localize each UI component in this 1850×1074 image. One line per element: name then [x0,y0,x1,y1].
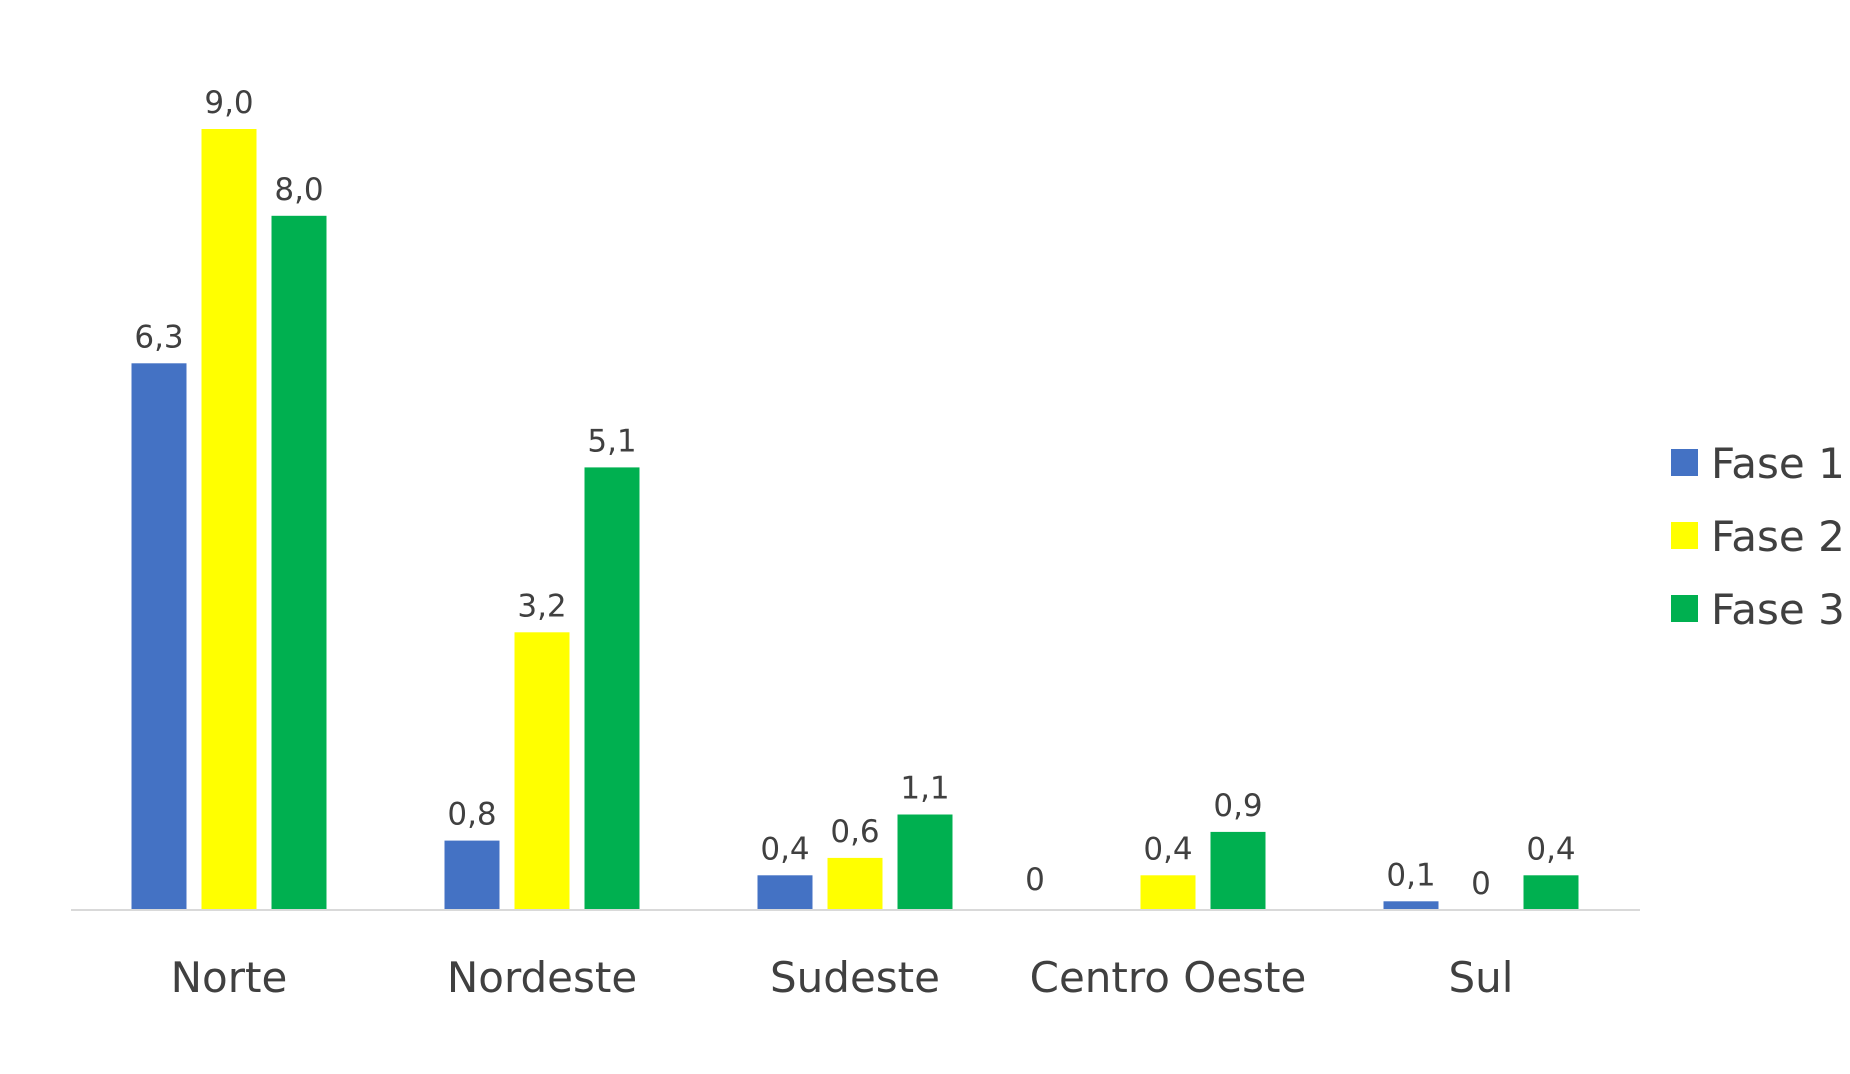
data-label-sul-fase-2: 0 [1471,866,1491,902]
data-label-sul-fase-1: 0,1 [1386,857,1435,893]
data-label-sul-fase-3: 0,4 [1526,831,1575,867]
category-label-sul: Sul [1449,953,1514,1002]
bar-norte-fase-2 [201,129,257,910]
legend: Fase 1 Fase 2 Fase 3 [1671,439,1845,634]
bar-nordeste-fase-2 [514,632,570,910]
legend-swatch-fase-3 [1671,595,1698,622]
data-label-sudeste-fase-1: 0,4 [760,831,809,867]
legend-swatch-fase-2 [1671,522,1698,549]
data-label-centro-oeste-fase-2: 0,4 [1143,831,1192,867]
category-label-nordeste: Nordeste [447,953,637,1002]
data-label-sudeste-fase-3: 1,1 [900,771,949,807]
legend-label-fase-2: Fase 2 [1711,512,1845,561]
bar-sul-fase-3 [1523,875,1579,910]
legend-label-fase-3: Fase 3 [1711,585,1845,634]
bar-nordeste-fase-1 [444,840,500,910]
bar-sudeste-fase-1 [757,875,813,910]
legend-label-fase-1: Fase 1 [1711,439,1845,488]
bar-nordeste-fase-3 [584,467,640,910]
data-label-norte-fase-1: 6,3 [134,319,183,355]
data-label-centro-oeste-fase-3: 0,9 [1213,788,1262,824]
data-label-nordeste-fase-2: 3,2 [517,588,566,624]
bars-layer [131,129,1579,911]
bar-sudeste-fase-3 [897,814,953,910]
data-label-norte-fase-2: 9,0 [204,85,253,121]
bar-sudeste-fase-2 [827,857,883,910]
data-label-norte-fase-3: 8,0 [274,172,323,208]
bar-centro-oeste-fase-2 [1140,875,1196,910]
category-labels-layer: Norte Nordeste Sudeste Centro Oeste Sul [171,953,1514,1002]
category-label-centro-oeste: Centro Oeste [1030,953,1307,1002]
bar-sul-fase-1 [1383,901,1439,910]
bar-norte-fase-1 [131,363,187,910]
bar-norte-fase-3 [271,215,327,911]
category-label-norte: Norte [171,953,288,1002]
data-label-sudeste-fase-2: 0,6 [830,814,879,850]
category-label-sudeste: Sudeste [770,953,940,1002]
data-label-nordeste-fase-3: 5,1 [587,423,636,459]
legend-swatch-fase-1 [1671,449,1698,476]
data-label-extra-0: 0 [1025,862,1045,898]
value-labels-layer: 6,3 9,0 8,0 0,8 3,2 5,1 0,4 0,6 1,1 0,4 0,9 0,1 0 0,4… [134,85,1575,902]
data-label-nordeste-fase-1: 0,8 [447,797,496,833]
bar-centro-oeste-fase-3 [1210,831,1266,910]
